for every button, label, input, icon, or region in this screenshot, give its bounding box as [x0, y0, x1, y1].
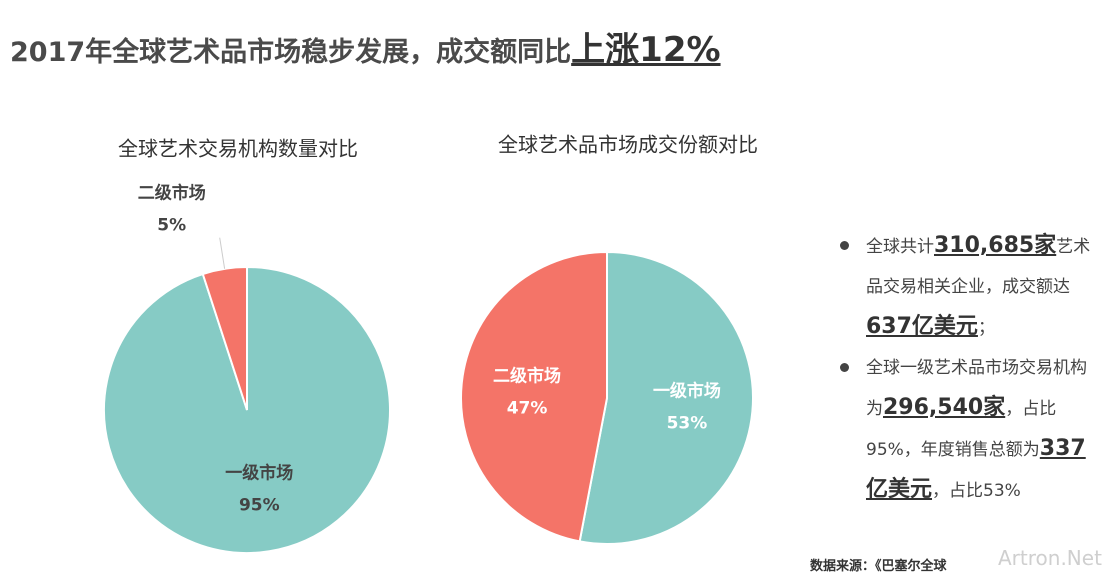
- bullet-text: ，占比95%，年度销售总额为: [866, 399, 1057, 460]
- bullet-text: ；: [977, 318, 995, 338]
- title-text: 2017年全球艺术品市场稳步发展，成交额同比: [10, 37, 572, 68]
- bullet-list: 全球共计310,685家艺术品交易相关企业，成交额达 637亿美元； 全球一级艺术品…: [838, 226, 1100, 511]
- pie-slice: [578, 250, 754, 545]
- value-label: 95%: [239, 496, 280, 516]
- source: 数据来源：《巴塞尔全球: [810, 559, 947, 574]
- chart-title: 全球艺术品市场成交份额对比: [498, 133, 758, 157]
- bullet: 全球共计310,685家艺术品交易相关企业，成交额达 637亿美元；: [838, 226, 1100, 348]
- leader-line: [219, 237, 226, 269]
- value-label: 47%: [507, 398, 548, 418]
- slice-label: 一级市场: [653, 381, 721, 402]
- watermark: Artron.Net: [998, 546, 1102, 570]
- bullet-text: 全球共计: [866, 237, 934, 257]
- value-label: 5%: [157, 216, 186, 236]
- bullet-emphasis: 637亿美元: [866, 314, 978, 339]
- value-label: 53%: [667, 414, 708, 434]
- bullet-text: 全球一级艺术品市场交易机构为: [866, 358, 1087, 419]
- slice-label: 二级市场: [493, 365, 561, 386]
- slice-label: 一级市场: [225, 463, 293, 484]
- bullet-emphasis: 337亿美元: [866, 436, 1086, 502]
- bullet: 全球一级艺术品市场交易机构为296,540家，占比95%，年度销售总额为337亿…: [838, 348, 1100, 511]
- pie-slice: [201, 265, 248, 411]
- bullet-text: 艺术品交易相关企业，成交额达: [866, 237, 1091, 297]
- slice-label: 二级市场: [138, 183, 206, 204]
- chart-title: 全球艺术交易机构数量对比: [118, 137, 358, 161]
- page-title: 2017年全球艺术品市场稳步发展，成交额同比上涨12%: [10, 22, 721, 71]
- pie-slice: [460, 250, 608, 543]
- title-highlight: 上涨12%: [571, 30, 721, 70]
- bullet-text: ，占比53%: [932, 481, 1021, 501]
- bullet-emphasis: 296,540家: [883, 395, 1006, 420]
- bullet-emphasis: 310,685家: [934, 233, 1057, 258]
